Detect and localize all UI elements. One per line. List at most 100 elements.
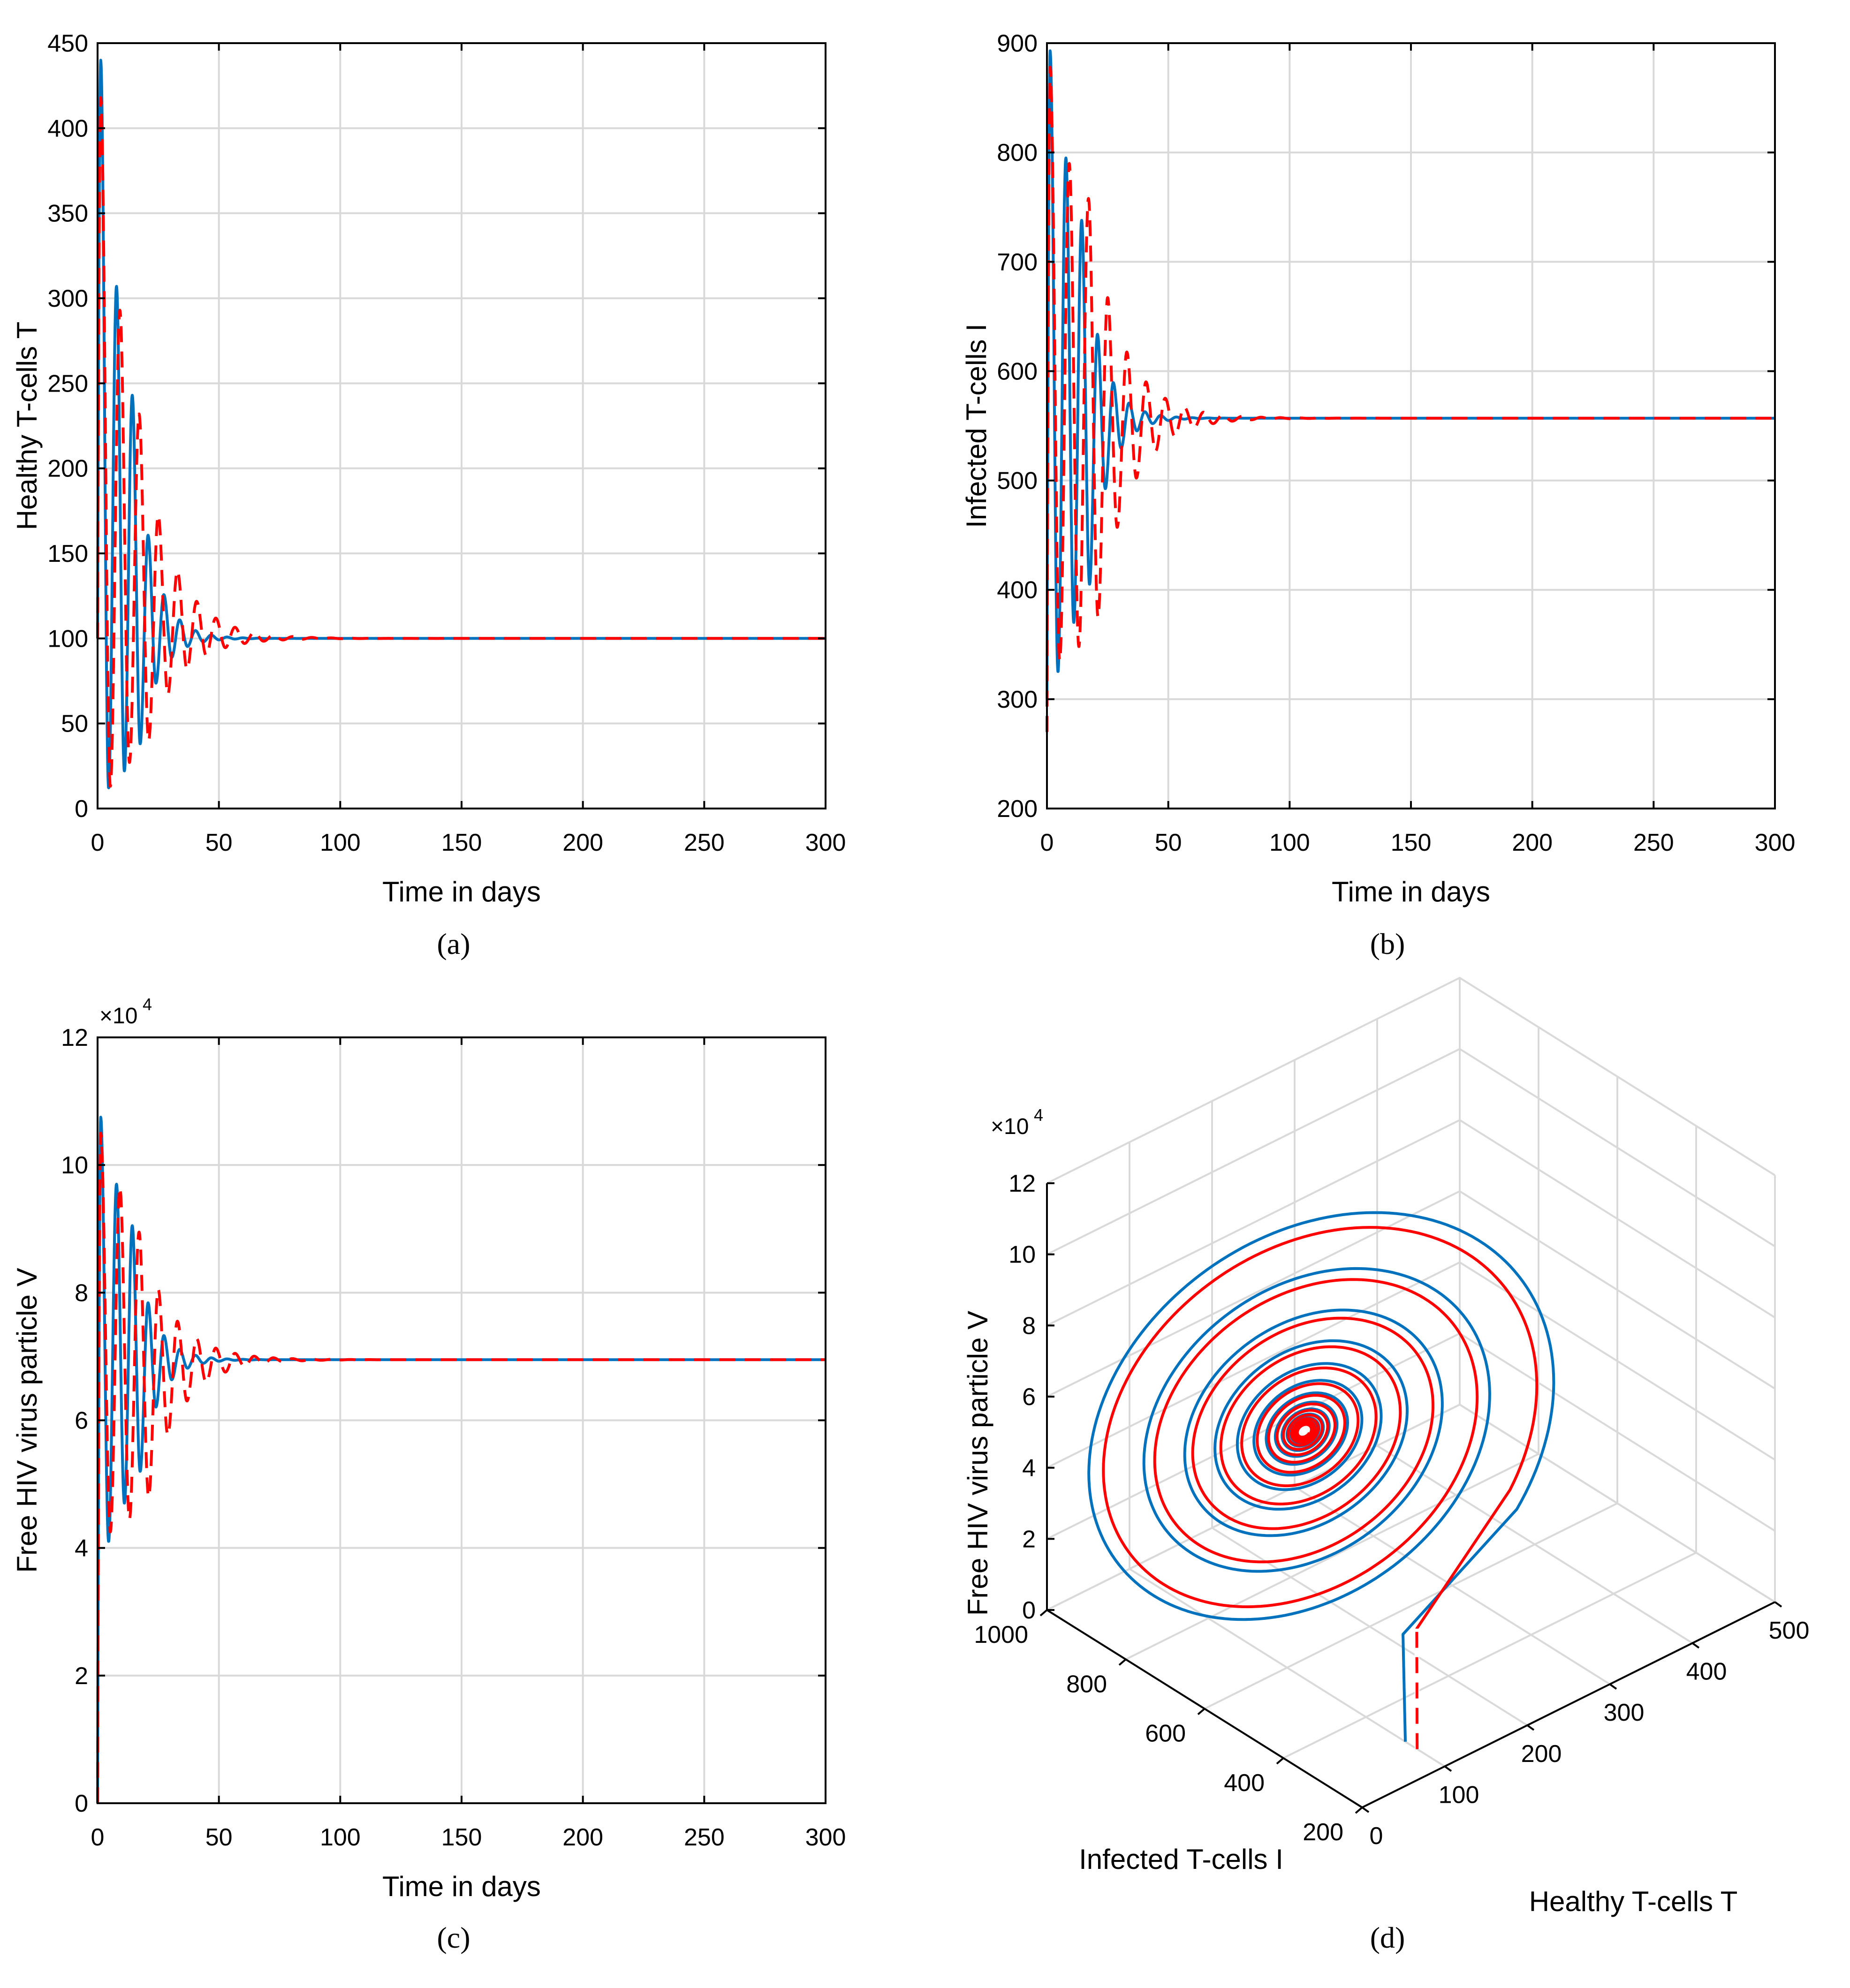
y-tick-label: 200 bbox=[1303, 1819, 1343, 1846]
y-tick-label: 900 bbox=[997, 30, 1038, 57]
z-axis-label: Free HIV virus particle V bbox=[962, 1311, 993, 1616]
y-axis-label: Infected T-cells I bbox=[1079, 1844, 1283, 1875]
z-multiplier: ×10 bbox=[991, 1114, 1029, 1139]
x-tick bbox=[1361, 1807, 1370, 1813]
y-tick-label: 700 bbox=[997, 249, 1038, 276]
y-tick-label: 350 bbox=[47, 200, 88, 227]
x-tick-label: 150 bbox=[1391, 829, 1432, 856]
x-tick-label: 50 bbox=[205, 829, 233, 856]
y-tick-label: 150 bbox=[47, 540, 88, 567]
y-tick-label: 800 bbox=[997, 139, 1038, 166]
z-tick-label: 10 bbox=[1008, 1241, 1036, 1269]
x-tick-label: 200 bbox=[1512, 829, 1553, 856]
x-axis-label: Time in days bbox=[382, 1871, 541, 1902]
x-tick-label: 100 bbox=[1439, 1781, 1479, 1808]
y-tick-label: 50 bbox=[61, 711, 88, 738]
x-axis-label: Healthy T-cells T bbox=[1529, 1886, 1738, 1917]
x-tick-label: 100 bbox=[1269, 829, 1310, 856]
x-tick bbox=[1526, 1724, 1535, 1731]
wall-gridline bbox=[1046, 1261, 1776, 1469]
x-tick-label: 50 bbox=[1155, 829, 1182, 856]
wall-gridline bbox=[1046, 1190, 1776, 1398]
x-tick-label: 0 bbox=[91, 1824, 105, 1851]
x-axis-label: Time in days bbox=[1332, 876, 1490, 907]
x-axis-label: Time in days bbox=[382, 876, 541, 907]
floor-gridline bbox=[1125, 1453, 1539, 1661]
y-tick-label: 200 bbox=[47, 455, 88, 483]
x-tick-label: 200 bbox=[562, 1824, 603, 1851]
wall-gridline bbox=[1046, 1048, 1776, 1255]
x-axis-line bbox=[1362, 1601, 1775, 1808]
y-tick-label: 600 bbox=[997, 358, 1038, 385]
z-tick-label: 4 bbox=[1022, 1455, 1036, 1482]
y-tick-label: 400 bbox=[47, 115, 88, 142]
x-tick-label: 200 bbox=[1521, 1740, 1562, 1768]
y-tick-label: 8 bbox=[75, 1279, 88, 1307]
y-tick bbox=[1276, 1757, 1284, 1765]
panel-b-infected-t-cells: 0 50 100 150 200 250 300 200 300 400 500 600 700 800 9… bbox=[961, 30, 1795, 960]
wall-gridline bbox=[1046, 976, 1776, 1184]
x-tick-label: 400 bbox=[1686, 1658, 1727, 1686]
y-tick-label: 800 bbox=[1066, 1671, 1107, 1698]
x-tick-label: 300 bbox=[805, 829, 846, 856]
floor-gridline bbox=[1283, 1551, 1697, 1759]
x-tick-label: 250 bbox=[684, 829, 725, 856]
z-tick-label: 2 bbox=[1022, 1526, 1036, 1553]
y-tick-label: 250 bbox=[47, 370, 88, 397]
x-tick bbox=[1609, 1683, 1617, 1690]
z-tick-label: 8 bbox=[1022, 1312, 1036, 1339]
trajectory-red bbox=[1102, 1226, 1539, 1749]
panel-caption: (c) bbox=[437, 1921, 470, 1954]
series-red-dashed-line bbox=[1046, 66, 1776, 732]
floor-gridline bbox=[1204, 1502, 1618, 1710]
x-tick-label: 250 bbox=[1633, 829, 1674, 856]
panel-caption: (b) bbox=[1370, 927, 1405, 960]
y-tick-label: 100 bbox=[47, 625, 88, 652]
panel-a-healthy-t-cells: 0 50 100 150 200 250 300 0 50 100 150 200 250 300 350 4… bbox=[11, 30, 846, 960]
x-tick-label: 0 bbox=[1040, 829, 1054, 856]
y-tick-label: 450 bbox=[47, 30, 88, 57]
x-tick-label: 500 bbox=[1769, 1617, 1810, 1644]
y-tick-label: 400 bbox=[1224, 1769, 1265, 1797]
x-tick-label: 250 bbox=[684, 1824, 725, 1851]
x-tick-label: 150 bbox=[441, 829, 482, 856]
x-tick-label: 50 bbox=[205, 1824, 233, 1851]
y-tick-label: 2 bbox=[75, 1663, 88, 1690]
y-tick-label: 400 bbox=[997, 577, 1038, 604]
y-tick-label: 0 bbox=[75, 1790, 88, 1817]
z-tick-label: 0 bbox=[1022, 1597, 1036, 1624]
x-tick-label: 150 bbox=[441, 1824, 482, 1851]
y-tick-label: 200 bbox=[997, 795, 1038, 823]
y-tick-label: 300 bbox=[997, 686, 1038, 713]
y-tick-label: 300 bbox=[47, 285, 88, 312]
y-tick-label: 6 bbox=[75, 1407, 88, 1435]
x-tick-label: 300 bbox=[1604, 1699, 1645, 1726]
y-tick bbox=[1197, 1708, 1206, 1716]
x-tick-label: 300 bbox=[805, 1824, 846, 1851]
y-tick bbox=[1118, 1658, 1127, 1666]
y-multiplier: ×10 bbox=[99, 1004, 137, 1028]
x-tick-label: 0 bbox=[1370, 1822, 1383, 1850]
y-tick-label: 500 bbox=[997, 468, 1038, 495]
y-tick-label: 12 bbox=[61, 1024, 88, 1051]
z-multiplier-exponent: 4 bbox=[1034, 1105, 1043, 1125]
y-tick-label: 1000 bbox=[974, 1621, 1028, 1648]
series-red-dashed-line bbox=[96, 96, 827, 788]
y-axis-label: Infected T-cells I bbox=[961, 324, 992, 528]
y-axis-label: Free HIV virus particle V bbox=[11, 1268, 43, 1572]
x-tick bbox=[1691, 1642, 1700, 1649]
x-tick bbox=[1444, 1765, 1452, 1772]
x-tick bbox=[1774, 1601, 1782, 1608]
series-red-dashed-line bbox=[96, 1132, 827, 1804]
z-tick-label: 6 bbox=[1022, 1383, 1036, 1411]
z-tick-label: 12 bbox=[1008, 1170, 1036, 1197]
y-tick-label: 0 bbox=[75, 795, 88, 823]
y-multiplier-exponent: 4 bbox=[143, 995, 152, 1014]
x-tick-label: 100 bbox=[320, 829, 361, 856]
panel-caption: (a) bbox=[437, 927, 470, 960]
y-tick-label: 10 bbox=[61, 1152, 88, 1179]
wall-gridline bbox=[1046, 1119, 1776, 1327]
y-axis-label: Healthy T-cells T bbox=[11, 322, 43, 530]
x-tick-label: 0 bbox=[91, 829, 105, 856]
